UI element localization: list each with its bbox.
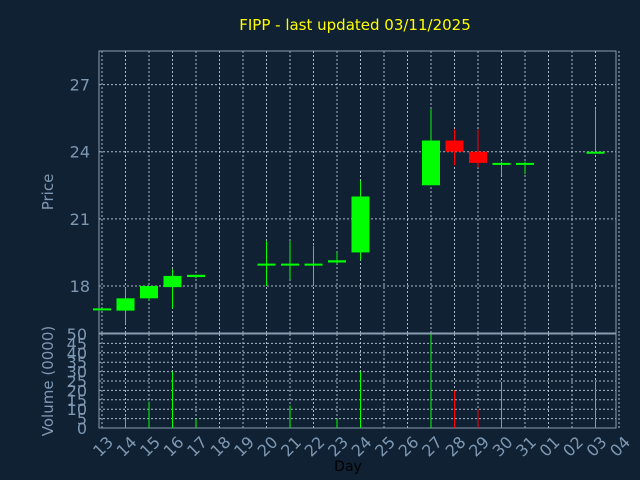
- volume-tick-label: 35: [67, 353, 87, 372]
- volume-axis-label: Volume (0000): [39, 326, 57, 436]
- price-tick-label: 27: [70, 76, 90, 95]
- volume-tick-label: 30: [67, 363, 87, 382]
- price-tick-label: 18: [70, 277, 90, 296]
- price-tick-label: 21: [70, 210, 90, 229]
- price-axis-label: Price: [39, 174, 57, 211]
- candle-body: [422, 140, 440, 186]
- volume-tick-label: 5: [77, 410, 87, 429]
- candle-body: [516, 162, 534, 165]
- candle-body: [351, 196, 370, 253]
- candle-body: [187, 274, 205, 278]
- volume-tick-label: 15: [67, 391, 87, 410]
- candle-body: [586, 151, 605, 154]
- volume-tick-label: 50: [67, 325, 87, 344]
- volume-tick-label: 20: [67, 381, 87, 400]
- candle-body: [492, 162, 511, 165]
- candle-body: [116, 298, 135, 311]
- x-tick-label: 04: [606, 433, 634, 461]
- volume-tick-label: 40: [67, 344, 87, 363]
- candle-body: [469, 151, 487, 163]
- volume-tick-label: 10: [67, 400, 87, 419]
- candle-body: [163, 275, 182, 288]
- x-axis: 1314151617181920212223242526272829303101…: [89, 433, 634, 461]
- volume-tick-label: 25: [67, 372, 87, 391]
- candle-body: [140, 286, 158, 299]
- price-tick-label: 24: [70, 143, 90, 162]
- volume-tick-label: 45: [67, 334, 87, 353]
- x-axis-label: Day: [334, 459, 362, 475]
- candle-body: [445, 140, 464, 152]
- candle-body: [304, 263, 323, 266]
- candle-body: [257, 263, 276, 266]
- chart-title: FIPP - last updated 03/11/2025: [239, 16, 471, 34]
- candle-body: [93, 308, 111, 311]
- volume-tick-label: 0: [77, 419, 87, 438]
- volume-frame: [98, 333, 617, 429]
- candle-body: [281, 263, 299, 266]
- candle-body: [328, 260, 346, 263]
- price-frame: [98, 50, 617, 334]
- price-panel: 18 21 24 27: [70, 50, 620, 334]
